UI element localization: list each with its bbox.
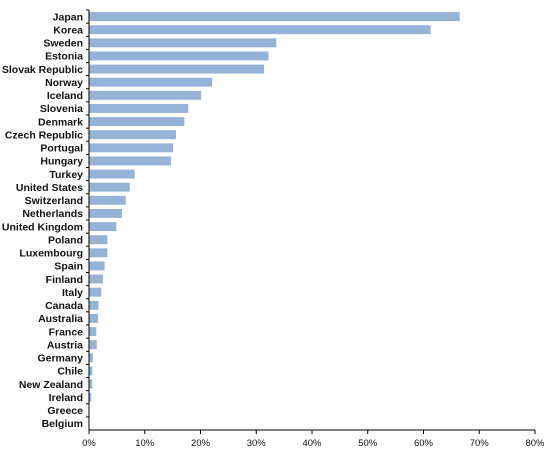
bar	[89, 38, 277, 48]
bar	[89, 235, 108, 245]
category-label: Belgium	[42, 418, 83, 430]
category-label: Sweden	[43, 38, 83, 50]
x-tick-label: 30%	[247, 438, 267, 449]
category-label: Norway	[45, 77, 83, 89]
category-label: Italy	[62, 287, 83, 299]
category-label: Estonia	[45, 51, 83, 63]
category-label: Iceland	[47, 90, 83, 102]
category-label: Chile	[57, 366, 83, 378]
bar	[89, 340, 97, 350]
axes: 0% 10% 20% 30% 40% 50% 60% 70% 80%	[82, 9, 545, 449]
bar	[89, 143, 174, 153]
category-label: Switzerland	[25, 195, 83, 207]
category-label: Germany	[37, 353, 83, 365]
bar	[89, 313, 98, 323]
category-label: Korea	[53, 24, 83, 36]
category-label: Spain	[54, 261, 83, 273]
category-label: United Kingdom	[2, 221, 83, 233]
category-label: Slovak Republic	[2, 64, 83, 76]
x-tick-label: 40%	[302, 438, 322, 449]
category-label: United States	[16, 182, 83, 194]
bar	[89, 208, 122, 218]
category-label: Canada	[45, 300, 83, 312]
bar	[89, 77, 213, 87]
bar	[89, 392, 92, 402]
category-label: France	[49, 326, 84, 338]
category-label: New Zealand	[19, 379, 83, 391]
bar	[89, 130, 176, 140]
bar	[89, 90, 202, 100]
bar	[89, 103, 189, 113]
bar	[89, 182, 130, 192]
bars-layer	[89, 12, 460, 402]
category-label: Australia	[38, 313, 83, 325]
x-tick-label: 50%	[358, 438, 378, 449]
bar	[89, 379, 93, 389]
bar	[89, 261, 105, 271]
x-tick-label: 60%	[414, 438, 434, 449]
bar	[89, 366, 93, 376]
category-label: Turkey	[49, 169, 83, 181]
bar	[89, 300, 99, 310]
category-label: Luxembourg	[19, 248, 83, 260]
category-label: Slovenia	[40, 103, 83, 115]
bar	[89, 117, 185, 127]
x-tick-label: 20%	[191, 438, 211, 449]
bar	[89, 51, 269, 61]
x-tick-label: 10%	[135, 438, 155, 449]
bar	[89, 156, 171, 166]
bar	[89, 353, 93, 363]
bar	[89, 287, 102, 297]
bar	[89, 195, 126, 205]
bar	[89, 12, 460, 22]
bar	[89, 169, 135, 179]
bar	[89, 64, 265, 74]
category-label: Japan	[53, 11, 83, 23]
category-label: Portugal	[40, 143, 83, 155]
bar	[89, 327, 97, 337]
bar	[89, 222, 117, 232]
x-tick-label: 80%	[525, 438, 545, 449]
category-label: Greece	[47, 405, 83, 417]
category-label: Czech Republic	[5, 129, 83, 141]
category-label: Poland	[48, 234, 83, 246]
bar	[89, 248, 108, 258]
category-label: Austria	[47, 339, 83, 351]
bar	[89, 25, 431, 35]
bar	[89, 274, 103, 284]
category-label: Finland	[46, 274, 83, 286]
x-tick-label: 70%	[470, 438, 490, 449]
x-tick-label: 0%	[82, 438, 96, 449]
category-label: Netherlands	[22, 208, 83, 220]
category-label: Hungary	[40, 156, 83, 168]
category-label: Denmark	[38, 116, 83, 128]
category-label: Ireland	[49, 392, 83, 404]
